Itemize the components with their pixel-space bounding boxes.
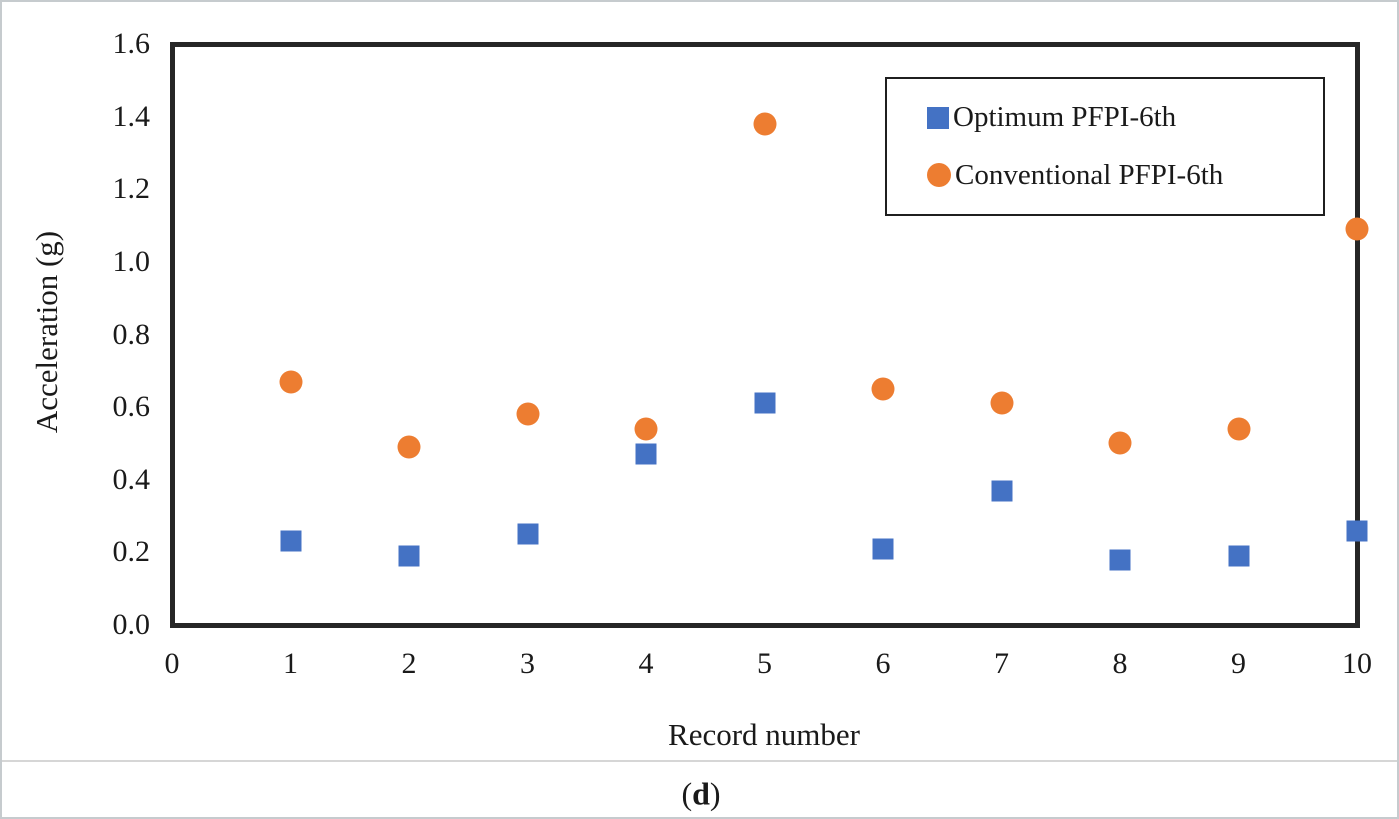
y-tick-label: 0.2	[112, 535, 151, 569]
data-point-conventional-r8	[1108, 431, 1132, 455]
y-tick-label: 0.4	[112, 462, 151, 496]
legend-label-optimum: Optimum PFPI-6th	[953, 101, 1177, 134]
x-tick-label: 10	[1342, 647, 1372, 680]
data-point-conventional-r6	[871, 377, 895, 401]
caption-letter: d	[692, 775, 710, 812]
caption-open-paren: (	[681, 775, 693, 812]
legend-item-conventional: Conventional PFPI-6th	[927, 158, 1323, 191]
y-tick-label: 1.4	[112, 99, 151, 133]
y-tick-label: 0.0	[112, 608, 151, 641]
figure-caption: (d)	[681, 776, 720, 813]
figure-divider-line	[2, 760, 1397, 762]
data-point-optimum-r4	[635, 443, 657, 465]
data-point-optimum-r3	[517, 523, 538, 545]
data-point-conventional-r10	[1345, 217, 1369, 241]
data-point-conventional-r7	[990, 391, 1013, 415]
square-marker-icon	[927, 106, 949, 129]
x-tick-label: 5	[757, 647, 772, 680]
x-tick-label: 7	[994, 647, 1009, 680]
y-tick-label: 1.6	[112, 27, 151, 60]
y-tick-label: 0.6	[112, 390, 151, 424]
legend-label-conventional: Conventional PFPI-6th	[955, 158, 1224, 191]
x-tick-label: 3	[520, 647, 535, 680]
data-point-conventional-r5	[753, 112, 776, 136]
x-axis-title: Record number	[668, 717, 860, 752]
data-point-optimum-r1	[280, 530, 301, 552]
data-point-conventional-r9	[1227, 417, 1250, 441]
y-tick-label: 1.2	[112, 172, 151, 206]
x-tick-label: 0	[164, 647, 180, 680]
data-point-conventional-r1	[279, 370, 302, 394]
data-point-conventional-r4	[634, 417, 658, 441]
legend-item-optimum: Optimum PFPI-6th	[927, 103, 1323, 132]
x-tick-label: 1	[283, 647, 298, 680]
data-point-optimum-r5	[754, 392, 775, 414]
y-tick-label: 1.0	[112, 244, 151, 278]
data-point-conventional-r3	[516, 402, 539, 426]
y-tick-label: 0.8	[112, 317, 151, 351]
data-point-optimum-r2	[398, 545, 420, 567]
x-tick-label: 6	[875, 647, 891, 680]
caption-close-paren: )	[709, 775, 721, 812]
x-tick-label: 9	[1231, 647, 1246, 680]
x-tick-label: 2	[401, 647, 417, 680]
y-axis-title: Acceleration (g)	[29, 230, 64, 434]
data-point-optimum-r6	[872, 538, 894, 560]
x-tick-label: 4	[638, 647, 654, 680]
data-point-optimum-r7	[991, 480, 1012, 502]
data-point-optimum-r10	[1346, 520, 1368, 542]
legend: Optimum PFPI-6th Conventional PFPI-6th	[885, 77, 1325, 216]
data-point-optimum-r8	[1109, 549, 1131, 571]
circle-marker-icon	[927, 163, 951, 188]
data-point-conventional-r2	[397, 435, 421, 459]
x-tick-label: 8	[1112, 647, 1128, 680]
data-point-optimum-r9	[1228, 545, 1249, 567]
